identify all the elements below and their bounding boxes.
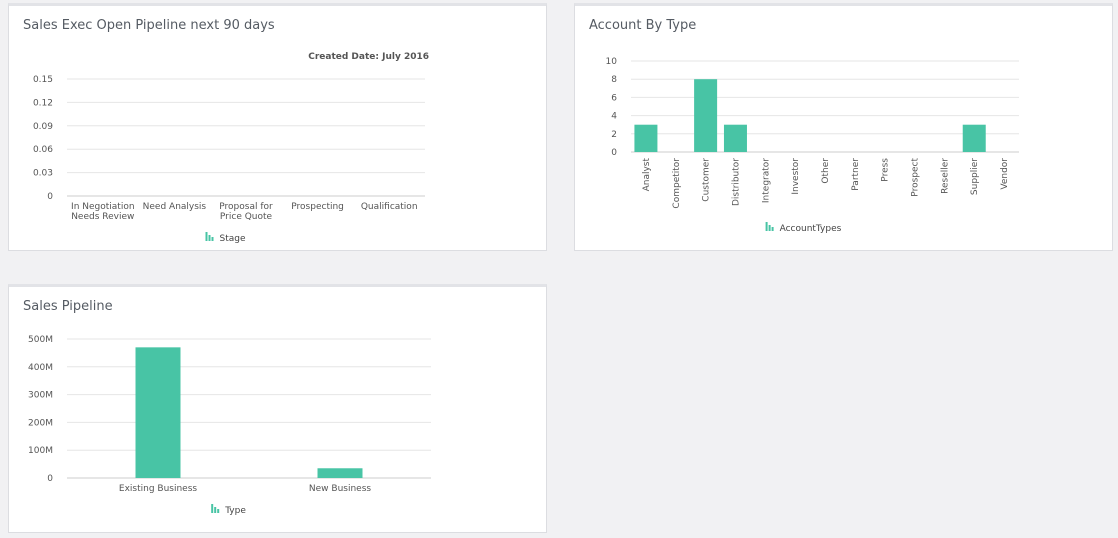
- y-tick-label: 400M: [28, 363, 53, 373]
- x-tick-label: Qualification: [361, 202, 418, 212]
- y-tick-label: 4: [611, 112, 617, 122]
- sales-pipeline-card: Sales Pipeline 0 100M 200M 300M 400M 500M Exis…: [8, 284, 547, 533]
- legend: Stage: [205, 232, 246, 244]
- pipeline-90-chart: Created Date: July 2016 0 0.03 0.06 0.09 0.12…: [33, 52, 429, 244]
- x-tick-label: Vendor: [1000, 158, 1010, 190]
- bar-chart-icon: [765, 222, 774, 231]
- y-tick-label: 0.03: [33, 169, 53, 179]
- y-tick-label: 2: [611, 130, 617, 140]
- x-tick-label: Prospecting: [291, 202, 344, 212]
- x-tick-label: Prospect: [911, 158, 921, 197]
- y-tick-label: 0: [47, 192, 53, 202]
- x-tick-label: Analyst: [642, 158, 652, 192]
- x-tick-label: Existing Business: [119, 484, 198, 494]
- y-tick-label: 10: [606, 57, 618, 67]
- x-tick-label: Press: [881, 158, 891, 182]
- account-by-type-card: Account By Type 0 2 4 6 8 10 Analyst Competitor…: [574, 3, 1113, 251]
- x-tick-label: Need Analysis: [143, 202, 207, 212]
- y-tick-label: 0.15: [33, 75, 53, 85]
- account-by-type-chart: 0 2 4 6 8 10 Analyst Competitor Customer Distribu…: [606, 57, 1019, 234]
- sales-pipeline-chart: 0 100M 200M 300M 400M 500M Existing Business Ne…: [28, 335, 431, 516]
- bar: [723, 124, 747, 152]
- x-tick-label: Reseller: [940, 158, 950, 194]
- pipeline-90-card: Sales Exec Open Pipeline next 90 days Cr…: [8, 3, 547, 251]
- y-tick-label: 500M: [28, 335, 53, 345]
- legend: Type: [211, 504, 246, 516]
- x-tick-label: Other: [821, 158, 831, 184]
- x-tick-label: Customer: [702, 158, 712, 202]
- x-tick-label: Distributor: [731, 158, 741, 206]
- x-tick-label: Partner: [851, 158, 861, 191]
- y-tick-label: 100M: [28, 446, 53, 456]
- y-tick-label: 0.12: [33, 98, 53, 108]
- y-tick-label: 300M: [28, 391, 53, 401]
- bar: [317, 468, 363, 478]
- bar: [962, 124, 986, 152]
- bar-chart-icon: [211, 504, 220, 513]
- x-tick-label: Proposal for Price Quote: [219, 202, 273, 222]
- x-tick-label: Competitor: [672, 158, 682, 209]
- y-tick-label: 0: [47, 474, 53, 484]
- y-tick-label: 0.06: [33, 145, 53, 155]
- chart-subtitle: Created Date: July 2016: [308, 52, 429, 62]
- y-tick-label: 200M: [28, 418, 53, 428]
- x-tick-label: Supplier: [970, 158, 980, 195]
- bar: [634, 124, 658, 152]
- card-title: Account By Type: [589, 18, 697, 33]
- bar: [694, 79, 718, 152]
- y-tick-label: 0.09: [33, 122, 53, 132]
- legend: AccountTypes: [765, 222, 842, 234]
- legend-label: AccountTypes: [780, 224, 842, 234]
- card-title: Sales Pipeline: [23, 299, 113, 314]
- x-tick-label: Integrator: [761, 158, 771, 203]
- bar: [135, 347, 181, 478]
- card-title: Sales Exec Open Pipeline next 90 days: [23, 18, 275, 33]
- bar-chart-icon: [205, 232, 214, 241]
- x-tick-label: In Negotiation Needs Review: [71, 202, 135, 222]
- y-tick-label: 8: [611, 75, 617, 85]
- y-tick-label: 6: [611, 93, 617, 103]
- x-tick-label: New Business: [309, 484, 371, 494]
- legend-label: Stage: [220, 234, 246, 244]
- x-tick-label: Investor: [791, 158, 801, 195]
- legend-label: Type: [224, 506, 246, 516]
- y-tick-label: 0: [611, 148, 617, 158]
